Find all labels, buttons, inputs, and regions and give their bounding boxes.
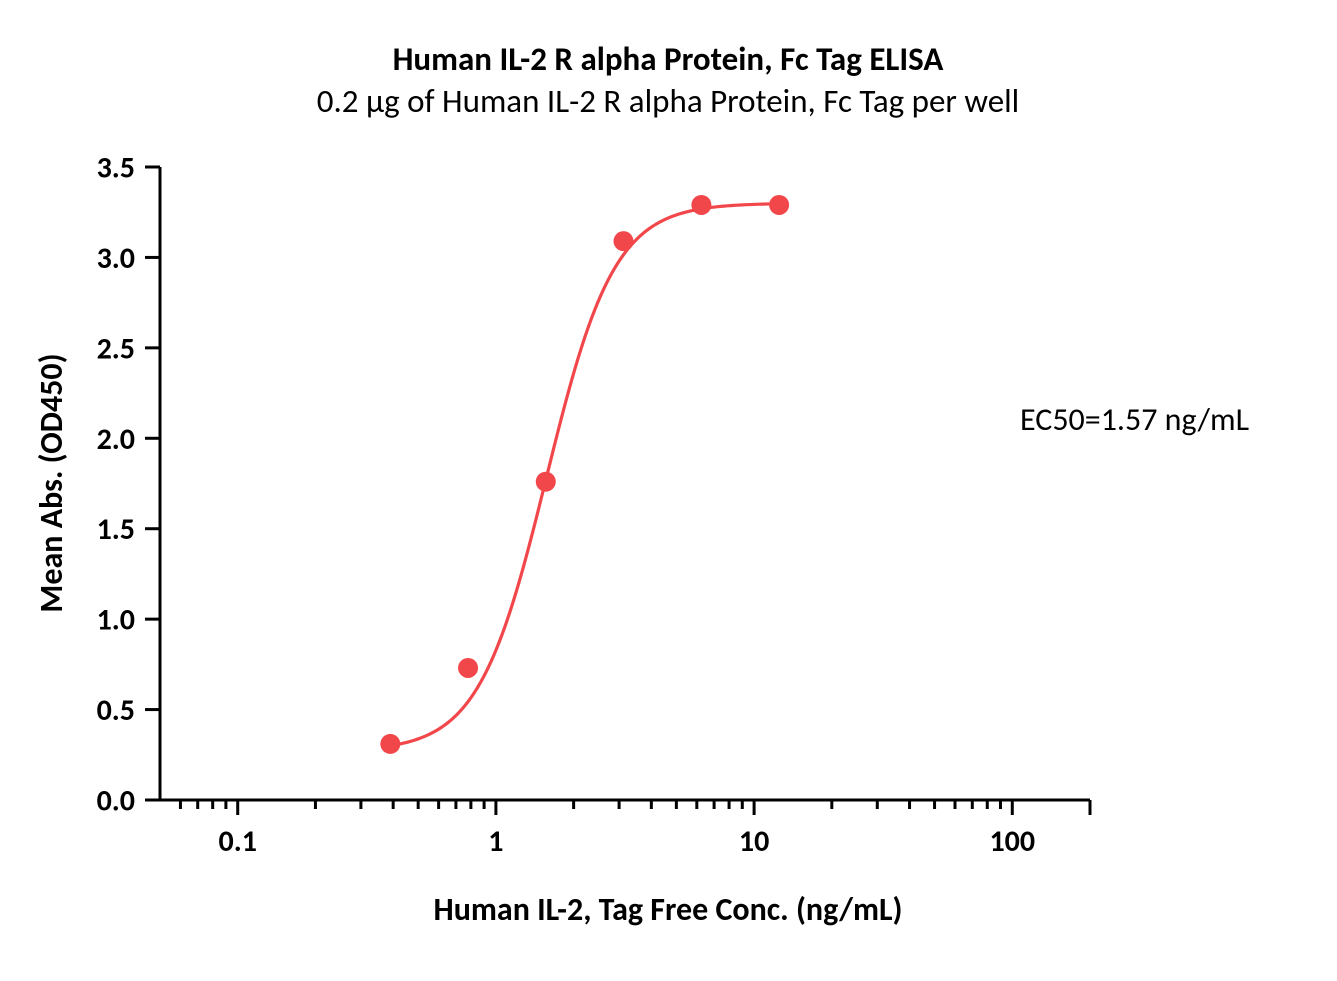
x-tick-label: 0.1	[218, 823, 256, 860]
x-tick-label: 1	[488, 823, 503, 860]
y-tick-label: 1.5	[97, 511, 135, 548]
x-tick-label: 10	[739, 823, 769, 860]
y-tick-label: 2.5	[97, 330, 135, 367]
y-tick-label: 3.5	[97, 150, 135, 187]
data-point	[613, 231, 633, 251]
data-point	[769, 195, 789, 215]
chart-title-main: Human IL-2 R alpha Protein, Fc Tag ELISA	[393, 39, 944, 79]
ec50-annotation: EC50=1.57 ng/mL	[1020, 400, 1249, 439]
x-axis-label: Human IL-2, Tag Free Conc. (ng/mL)	[434, 890, 903, 929]
chart-title-sub: 0.2 µg of Human IL-2 R alpha Protein, Fc…	[317, 81, 1020, 121]
elisa-chart: Human IL-2 R alpha Protein, Fc Tag ELISA…	[0, 0, 1337, 981]
data-point	[536, 472, 556, 492]
y-tick-label: 0.0	[97, 783, 135, 820]
data-point	[458, 658, 478, 678]
y-axis-label: Mean Abs. (OD450)	[32, 353, 71, 612]
x-tick-label: 100	[989, 823, 1035, 860]
data-point	[380, 734, 400, 754]
y-tick-label: 1.0	[97, 602, 135, 639]
y-tick-label: 0.5	[97, 692, 135, 729]
y-tick-label: 3.0	[97, 240, 135, 277]
y-tick-label: 2.0	[97, 421, 135, 458]
chart-background	[0, 0, 1337, 981]
chart-container: Human IL-2 R alpha Protein, Fc Tag ELISA…	[0, 0, 1337, 981]
data-point	[691, 195, 711, 215]
